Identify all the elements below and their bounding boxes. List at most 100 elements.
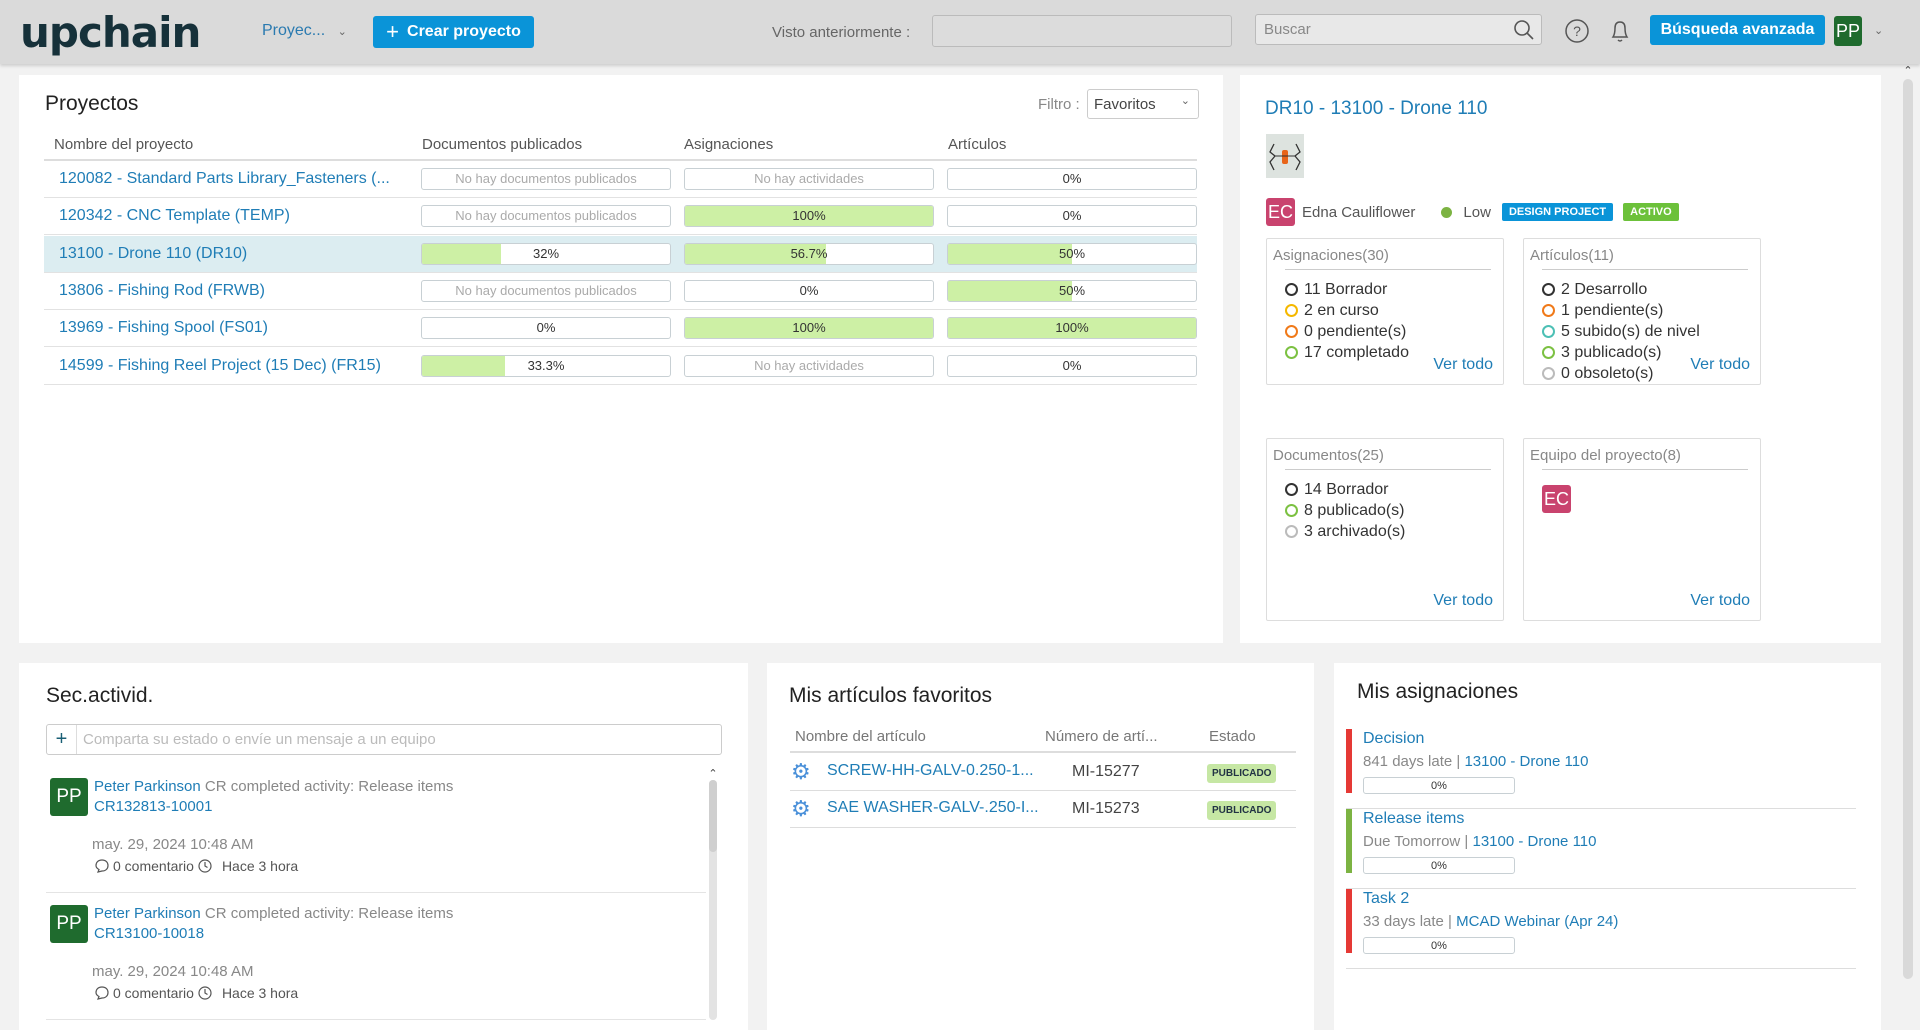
items-progress-bar: 0% (947, 354, 1197, 377)
activity-user-link[interactable]: Peter Parkinson (94, 905, 201, 922)
assignments-summary-card: Asignaciones(30) 11 Borrador 2 en curso 0 p… (1266, 238, 1504, 385)
help-icon[interactable]: ? (1564, 18, 1590, 44)
page-scrollbar[interactable]: ⌃ (1900, 64, 1916, 1030)
divider (1542, 469, 1748, 470)
assignment-item: Release items Due Tomorrow | 13100 - Dro… (1346, 809, 1856, 889)
project-name-link[interactable]: 13969 - Fishing Spool (FS01) (59, 319, 268, 337)
col-published-docs[interactable]: Documentos publicados (422, 136, 583, 153)
item-name-link[interactable]: SCREW-HH-GALV-0.250-1... (827, 762, 1034, 779)
progress-label: No hay documentos publicados (455, 208, 637, 224)
col-items[interactable]: Artículos (948, 136, 1007, 153)
search-input[interactable]: Buscar (1255, 14, 1542, 45)
project-nav-dropdown[interactable]: Proyec... ⌄ (262, 22, 347, 40)
favorites-title: Mis artículos favoritos (789, 684, 993, 707)
item-name-link[interactable]: SAE WASHER-GALV-.250-I... (827, 799, 1039, 816)
status-item[interactable]: 11 Borrador (1285, 279, 1409, 300)
search-icon[interactable] (1513, 19, 1535, 41)
scrollbar-thumb[interactable] (1903, 79, 1913, 979)
drone-thumbnail (1266, 134, 1304, 178)
scroll-up-icon[interactable]: ⌃ (708, 768, 718, 780)
project-name-link[interactable]: 13806 - Fishing Rod (FRWB) (59, 281, 265, 299)
comment-count[interactable]: 0 comentario (113, 985, 194, 1001)
progress-label: 56.7% (790, 245, 828, 261)
activity-scrollbar[interactable]: ⌃ (706, 767, 720, 1030)
scroll-up-icon[interactable]: ⌃ (1903, 65, 1913, 77)
status-item[interactable]: 3 publicado(s) (1542, 342, 1700, 363)
gear-part-icon: ⚙ (791, 759, 811, 784)
project-row[interactable]: 14599 - Fishing Reel Project (15 Dec) (F… (44, 348, 1197, 385)
project-name-link[interactable]: 120082 - Standard Parts Library_Fastener… (59, 170, 390, 187)
activity-ref-link[interactable]: CR132813-10001 (94, 798, 213, 815)
status-item[interactable]: 8 publicado(s) (1285, 500, 1405, 521)
progress-fill (685, 206, 933, 227)
assignment-title-link[interactable]: Release items (1363, 810, 1465, 827)
status-message-input[interactable]: + Comparta su estado o envíe un mensaje … (46, 724, 722, 755)
progress-label: 0% (536, 320, 556, 336)
status-item[interactable]: 1 pendiente(s) (1542, 300, 1700, 321)
assignment-title-link[interactable]: Decision (1363, 730, 1425, 747)
view-all-link[interactable]: Ver todo (1690, 356, 1750, 373)
favorite-item-row[interactable]: ⚙ SCREW-HH-GALV-0.250-1... MI-15277 PUBL… (790, 754, 1296, 791)
bell-icon[interactable] (1608, 17, 1632, 45)
detail-title[interactable]: DR10 - 13100 - Drone 110 (1265, 98, 1488, 119)
status-item[interactable]: 17 completado (1285, 342, 1409, 363)
comment-icon[interactable] (94, 985, 110, 1001)
progress-fill (422, 355, 505, 376)
favorites-table-header: Nombre del artículo Número de artí... Es… (790, 722, 1296, 753)
status-text: 2 en curso (1304, 301, 1379, 319)
view-all-link[interactable]: Ver todo (1433, 592, 1493, 609)
create-project-button[interactable]: + Crear proyecto (373, 16, 534, 48)
progress-label: 0% (1431, 780, 1447, 792)
col-assignments[interactable]: Asignaciones (684, 136, 774, 153)
project-owner-row: EC Edna Cauliflower Low DESIGN PROJECT A… (1266, 198, 1679, 226)
scrollbar-thumb[interactable] (709, 780, 717, 852)
status-item[interactable]: 3 archivado(s) (1285, 521, 1405, 542)
assignment-title-link[interactable]: Task 2 (1363, 890, 1410, 907)
assignment-project-link[interactable]: 13100 - Drone 110 (1472, 833, 1597, 850)
project-name-link[interactable]: 14599 - Fishing Reel Project (15 Dec) (F… (59, 356, 381, 374)
status-item[interactable]: 2 en curso (1285, 300, 1409, 321)
status-item[interactable]: 14 Borrador (1285, 479, 1405, 500)
col-item-name[interactable]: Nombre del artículo (795, 728, 926, 745)
status-circle-icon (1542, 346, 1555, 359)
project-name-link[interactable]: 13100 - Drone 110 (DR10) (59, 244, 248, 262)
upchain-logo[interactable]: upchain (20, 8, 201, 57)
status-stripe (1346, 809, 1352, 873)
activity-scroll-track[interactable] (709, 780, 717, 1020)
project-row[interactable]: 120082 - Standard Parts Library_Fastener… (44, 161, 1197, 198)
comment-count[interactable]: 0 comentario (113, 858, 194, 874)
project-row[interactable]: 13100 - Drone 110 (DR10) 32% 56.7% 50% (44, 235, 1197, 273)
status-text: 3 archivado(s) (1304, 522, 1406, 540)
project-row[interactable]: 13969 - Fishing Spool (FS01) 0% 100% 100… (44, 310, 1197, 348)
project-name-link[interactable]: 120342 - CNC Template (TEMP) (59, 207, 290, 225)
comment-icon[interactable] (94, 858, 110, 874)
filter-select[interactable]: Favoritos ⌄ (1087, 89, 1199, 119)
user-avatar[interactable]: PP (1834, 16, 1862, 46)
advanced-search-button[interactable]: Búsqueda avanzada (1650, 15, 1825, 45)
status-placeholder: Comparta su estado o envíe un mensaje a … (83, 731, 436, 748)
favorite-item-row[interactable]: ⚙ SAE WASHER-GALV-.250-I... MI-15273 PUB… (790, 791, 1296, 828)
status-item[interactable]: 2 Desarrollo (1542, 279, 1700, 300)
status-item[interactable]: 5 subido(s) de nivel (1542, 321, 1700, 342)
team-member-avatar[interactable]: EC (1542, 485, 1571, 513)
documents-summary-card: Documentos(25) 14 Borrador 8 publicado(s) 3… (1266, 438, 1504, 621)
assignment-project-link[interactable]: 13100 - Drone 110 (1464, 753, 1589, 770)
activity-user-link[interactable]: Peter Parkinson (94, 778, 201, 795)
status-item[interactable]: 0 pendiente(s) (1285, 321, 1409, 342)
add-icon[interactable]: + (47, 725, 77, 754)
user-menu-chevron-icon[interactable]: ⌄ (1874, 25, 1884, 37)
project-row[interactable]: 120342 - CNC Template (TEMP) No hay docu… (44, 198, 1197, 236)
col-status[interactable]: Estado (1209, 728, 1256, 745)
project-row[interactable]: 13806 - Fishing Rod (FRWB) No hay docume… (44, 273, 1197, 310)
col-item-number[interactable]: Número de artí... (1045, 728, 1158, 745)
recently-viewed-input[interactable] (932, 15, 1232, 47)
progress-label: 32% (532, 245, 560, 261)
user-avatar: PP (50, 778, 88, 816)
view-all-link[interactable]: Ver todo (1690, 592, 1750, 609)
assignment-project-link[interactable]: MCAD Webinar (Apr 24) (1456, 913, 1619, 930)
col-project-name[interactable]: Nombre del proyecto (54, 136, 194, 153)
activity-ref-link[interactable]: CR13100-10018 (94, 925, 205, 942)
status-circle-icon (1285, 483, 1298, 496)
status-item[interactable]: 0 obsoleto(s) (1542, 363, 1700, 384)
view-all-link[interactable]: Ver todo (1433, 356, 1493, 373)
